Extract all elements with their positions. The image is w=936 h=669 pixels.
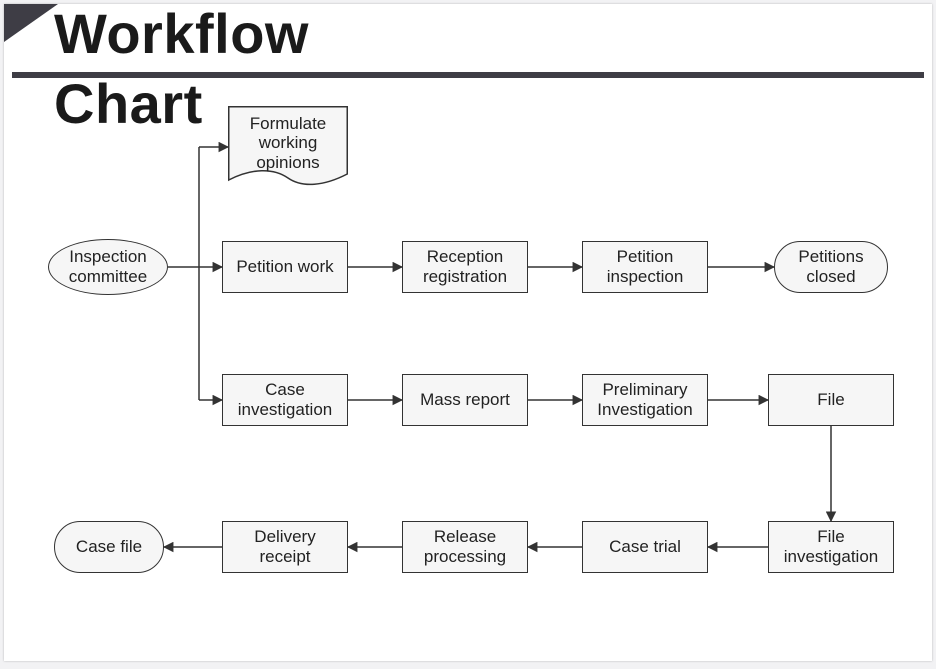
node-reception-reg: Reception registration bbox=[402, 241, 528, 293]
slide: Workflow Chart Inspection committee Form… bbox=[4, 4, 932, 661]
node-mass-report: Mass report bbox=[402, 374, 528, 426]
node-file-investigation: File investigation bbox=[768, 521, 894, 573]
node-prelim-investigation: Preliminary Investigation bbox=[582, 374, 708, 426]
node-formulate: Formulate working opinions bbox=[228, 106, 348, 188]
node-petition-inspection: Petition inspection bbox=[582, 241, 708, 293]
node-file: File bbox=[768, 374, 894, 426]
node-label: Formulate working opinions bbox=[250, 114, 327, 181]
node-case-trial: Case trial bbox=[582, 521, 708, 573]
node-release-processing: Release processing bbox=[402, 521, 528, 573]
corner-triangle bbox=[4, 4, 58, 42]
node-inspection-committee: Inspection committee bbox=[48, 239, 168, 295]
node-petition-work: Petition work bbox=[222, 241, 348, 293]
node-case-investigation: Case investigation bbox=[222, 374, 348, 426]
title-line-2: Chart bbox=[54, 76, 203, 132]
title-line-1: Workflow bbox=[54, 6, 309, 62]
node-delivery-receipt: Delivery receipt bbox=[222, 521, 348, 573]
node-case-file: Case file bbox=[54, 521, 164, 573]
node-petitions-closed: Petitions closed bbox=[774, 241, 888, 293]
